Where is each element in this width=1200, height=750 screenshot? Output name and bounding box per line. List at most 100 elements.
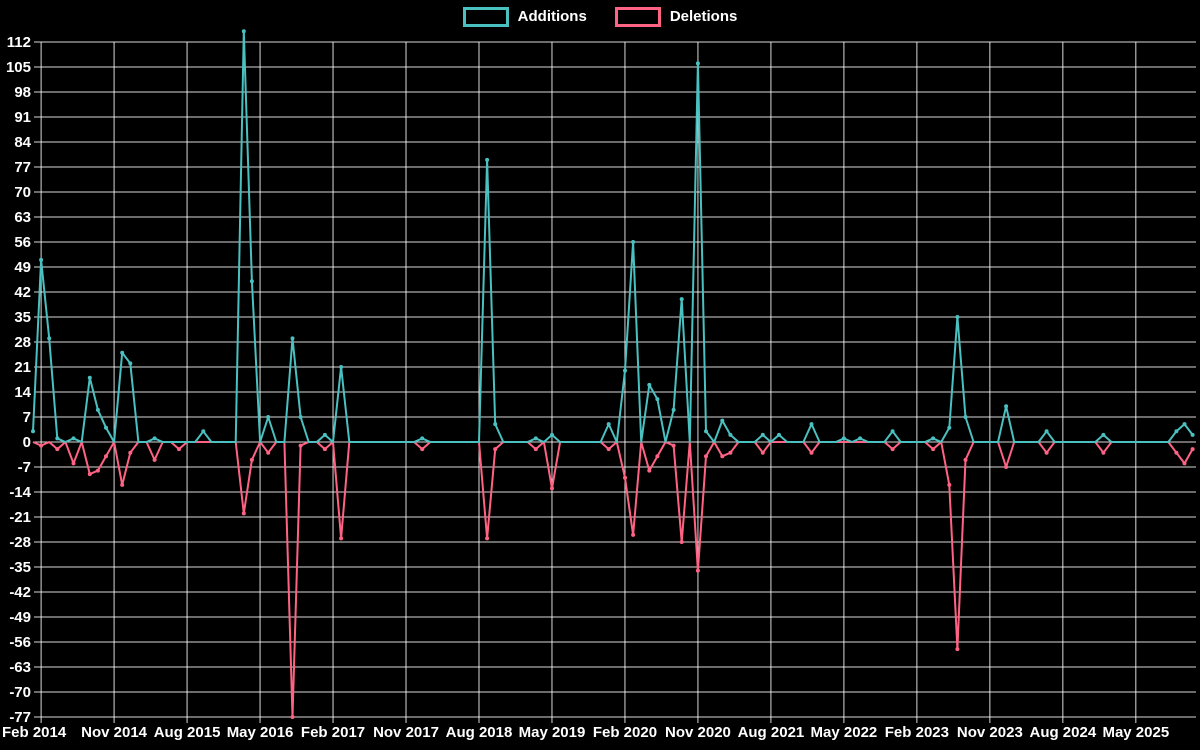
additions-point	[152, 436, 157, 441]
deletions-point	[671, 443, 676, 448]
deletions-point	[955, 647, 960, 652]
additions-point	[841, 436, 846, 441]
deletions-point	[647, 468, 652, 473]
deletions-point	[298, 443, 303, 448]
y-tick-label: -49	[9, 609, 31, 626]
deletions-point	[71, 461, 76, 466]
additions-point	[777, 432, 781, 437]
deletions-point	[606, 447, 611, 452]
additions-point	[322, 432, 327, 437]
y-tick-label: -56	[9, 634, 31, 651]
deletions-point	[890, 447, 895, 452]
additions-point	[623, 368, 627, 373]
y-tick-label: 91	[14, 109, 31, 126]
additions-point	[290, 336, 295, 341]
deletions-legend-label: Deletions	[669, 8, 738, 25]
deletions-point	[533, 447, 538, 452]
deletions-point	[152, 457, 157, 462]
x-tick-label: May 2022	[811, 724, 878, 741]
deletions-point	[55, 447, 60, 452]
deletions-point	[39, 443, 44, 448]
additions-point	[339, 365, 344, 369]
x-tick-label: Aug 2015	[154, 724, 221, 741]
y-tick-label: 77	[14, 159, 31, 176]
additions-point	[533, 436, 538, 441]
additions-point	[695, 61, 700, 66]
deletions-point	[104, 454, 108, 459]
x-tick-label: May 2025	[1102, 724, 1169, 741]
additions-point	[655, 397, 660, 402]
deletions-point	[655, 454, 660, 459]
deletions-point	[1190, 447, 1195, 452]
x-tick-label: Feb 2023	[885, 724, 949, 741]
additions-point	[266, 415, 271, 419]
additions-point	[550, 432, 554, 437]
additions-point	[760, 432, 765, 437]
y-tick-label: 28	[14, 334, 31, 351]
deletions-point	[339, 536, 344, 541]
y-tick-label: 35	[14, 309, 31, 326]
additions-legend-label: Additions	[517, 8, 587, 25]
additions-point	[298, 415, 303, 419]
deletions-point	[679, 540, 684, 544]
deletions-point	[931, 447, 936, 452]
additions-point	[104, 425, 108, 430]
deletions-point	[550, 486, 554, 491]
y-tick-label: 70	[14, 184, 31, 201]
deletions-point	[95, 468, 100, 473]
additions-point	[55, 436, 60, 441]
y-tick-label: 7	[23, 409, 31, 426]
deletions-line	[32, 441, 1194, 718]
legend-item-deletions[interactable]: Deletions	[614, 5, 738, 29]
additions-legend-swatch-icon	[462, 7, 509, 27]
additions-point	[947, 425, 952, 430]
x-tick-label: May 2019	[519, 724, 586, 741]
x-tick-label: Nov 2020	[665, 724, 731, 741]
y-tick-label: 105	[6, 59, 31, 76]
additions-line	[32, 30, 1194, 443]
additions-point	[890, 429, 895, 434]
additions-point	[201, 429, 206, 434]
deletions-point	[177, 447, 181, 452]
x-tick-label: Feb 2020	[593, 724, 657, 741]
deletions-point	[963, 457, 968, 462]
deletions-point	[87, 472, 92, 477]
y-tick-label: 63	[14, 209, 31, 226]
y-tick-label: 42	[14, 284, 31, 301]
additions-point	[858, 436, 863, 441]
additions-point	[39, 257, 44, 262]
deletions-point	[249, 457, 254, 462]
x-tick-label: Aug 2021	[738, 724, 805, 741]
additions-point	[955, 315, 960, 319]
y-tick-label: 112	[7, 34, 31, 51]
deletions-point	[128, 450, 133, 455]
additions-point	[31, 429, 35, 434]
x-tick-label: Nov 2014	[81, 724, 148, 741]
y-tick-label: -21	[9, 509, 31, 526]
additions-point	[809, 422, 814, 427]
deletions-point	[266, 450, 271, 455]
x-tick-label: Nov 2017	[373, 724, 439, 741]
deletions-point	[1044, 450, 1049, 455]
y-tick-label: -70	[9, 684, 31, 701]
additions-point	[1101, 432, 1106, 437]
deletions-point	[120, 482, 125, 487]
deletions-point	[623, 475, 627, 480]
y-tick-label: 49	[14, 259, 31, 276]
deletions-point	[631, 532, 636, 537]
additions-point	[963, 415, 968, 419]
y-tick-label: 98	[14, 84, 31, 101]
additions-point	[71, 436, 76, 441]
additions-point	[120, 350, 125, 355]
additions-point	[485, 157, 490, 162]
deletions-point	[760, 450, 765, 455]
additions-point	[420, 436, 425, 441]
deletions-legend-swatch-icon	[614, 7, 661, 27]
legend-item-additions[interactable]: Additions	[462, 5, 587, 29]
y-tick-label: -35	[9, 559, 31, 576]
deletions-point	[704, 454, 708, 459]
deletions-point	[493, 447, 498, 452]
additions-point	[1044, 429, 1049, 434]
